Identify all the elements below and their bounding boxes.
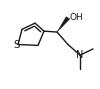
Text: S: S — [13, 40, 20, 50]
Text: OH: OH — [69, 13, 83, 22]
Polygon shape — [57, 17, 70, 32]
Text: N: N — [76, 50, 84, 60]
